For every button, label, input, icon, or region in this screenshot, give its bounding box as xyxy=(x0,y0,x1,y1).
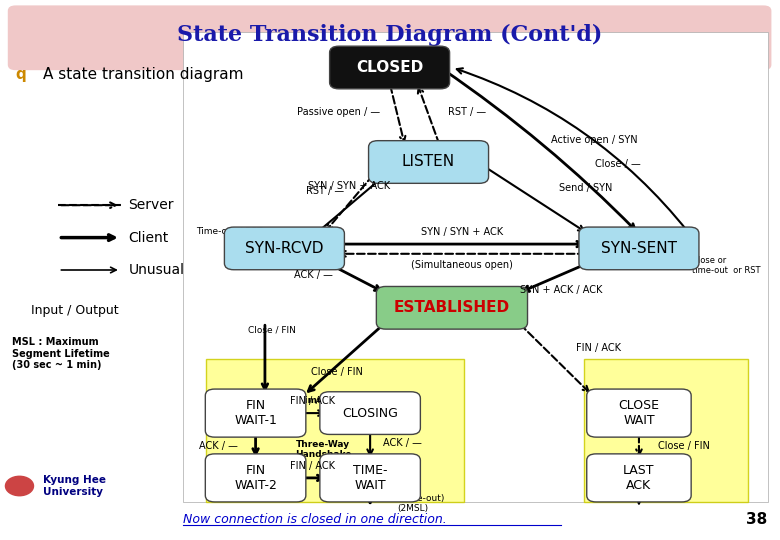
Text: Kyung Hee
University: Kyung Hee University xyxy=(43,475,106,497)
Text: SYN-SENT: SYN-SENT xyxy=(601,241,677,256)
Text: MSL : Maximum
Segment Lifetime
(30 sec ~ 1 min): MSL : Maximum Segment Lifetime (30 sec ~… xyxy=(12,337,109,370)
Text: ACK / —: ACK / — xyxy=(199,441,238,451)
Text: (Time-out)
(2MSL): (Time-out) (2MSL) xyxy=(397,494,445,513)
Text: q: q xyxy=(16,67,27,82)
Text: SYN-RCVD: SYN-RCVD xyxy=(245,241,324,256)
Text: ACK / —: ACK / — xyxy=(384,438,422,448)
FancyBboxPatch shape xyxy=(207,359,463,502)
Text: FIN / ACK: FIN / ACK xyxy=(290,396,335,406)
Text: RST / —: RST / — xyxy=(448,107,487,117)
FancyBboxPatch shape xyxy=(579,227,699,269)
Text: Three-Way
Handshake: Three-Way Handshake xyxy=(295,440,352,459)
FancyBboxPatch shape xyxy=(183,32,768,502)
Text: SYN / SYN + ACK: SYN / SYN + ACK xyxy=(307,181,390,191)
Text: Server: Server xyxy=(129,198,174,212)
FancyBboxPatch shape xyxy=(377,286,527,329)
Text: Input / Output: Input / Output xyxy=(31,304,119,317)
Text: FIN / ACK: FIN / ACK xyxy=(576,343,621,353)
Text: CLOSING: CLOSING xyxy=(342,407,398,420)
Text: SYN / SYN + ACK: SYN / SYN + ACK xyxy=(420,227,503,237)
Text: Simultaneous
Close: Simultaneous Close xyxy=(299,396,368,416)
Text: FIN / ACK: FIN / ACK xyxy=(290,461,335,471)
Text: A state transition diagram: A state transition diagram xyxy=(43,67,243,82)
FancyBboxPatch shape xyxy=(205,454,306,502)
Text: ACK / —: ACK / — xyxy=(653,484,689,493)
Text: Passive open / —: Passive open / — xyxy=(297,107,381,117)
Text: CLOSE
WAIT: CLOSE WAIT xyxy=(619,399,659,427)
Text: ACK / —: ACK / — xyxy=(294,271,333,280)
Text: LISTEN: LISTEN xyxy=(402,154,455,170)
FancyBboxPatch shape xyxy=(320,392,420,434)
FancyBboxPatch shape xyxy=(584,359,748,502)
FancyBboxPatch shape xyxy=(369,140,488,184)
FancyBboxPatch shape xyxy=(320,454,420,502)
Text: Close / FIN: Close / FIN xyxy=(311,367,363,377)
Text: Client: Client xyxy=(129,231,168,245)
FancyBboxPatch shape xyxy=(587,454,691,502)
Text: State Transition Diagram (Cont'd): State Transition Diagram (Cont'd) xyxy=(177,24,602,46)
Text: ESTABLISHED: ESTABLISHED xyxy=(394,300,510,315)
Text: 38: 38 xyxy=(746,512,768,527)
Text: FIN
WAIT-2: FIN WAIT-2 xyxy=(234,464,277,492)
Text: FIN
WAIT-1: FIN WAIT-1 xyxy=(234,399,277,427)
Text: Time-out / RST: Time-out / RST xyxy=(197,227,263,235)
Text: (Simultaneous open): (Simultaneous open) xyxy=(411,260,512,269)
Text: Close or
time-out  or RST: Close or time-out or RST xyxy=(692,256,760,275)
Text: Now connection is closed in one direction.: Now connection is closed in one directio… xyxy=(183,513,447,526)
Text: LAST
ACK: LAST ACK xyxy=(623,464,654,492)
Text: Close / FIN: Close / FIN xyxy=(658,441,710,451)
FancyBboxPatch shape xyxy=(330,46,449,89)
Text: CLOSED: CLOSED xyxy=(356,60,424,75)
Text: TIME-
WAIT: TIME- WAIT xyxy=(353,464,388,492)
Circle shape xyxy=(5,476,34,496)
Text: SYN + ACK / ACK: SYN + ACK / ACK xyxy=(519,285,602,295)
Text: Active open / SYN: Active open / SYN xyxy=(551,135,637,145)
Text: RST / —: RST / — xyxy=(307,186,345,196)
FancyBboxPatch shape xyxy=(587,389,691,437)
FancyBboxPatch shape xyxy=(205,389,306,437)
FancyBboxPatch shape xyxy=(225,227,345,269)
FancyBboxPatch shape xyxy=(8,5,771,70)
Text: Close / FIN: Close / FIN xyxy=(248,326,296,335)
Text: Close / —: Close / — xyxy=(594,159,640,169)
Text: Send / SYN: Send / SYN xyxy=(559,184,612,193)
Text: Unusual: Unusual xyxy=(129,263,185,277)
